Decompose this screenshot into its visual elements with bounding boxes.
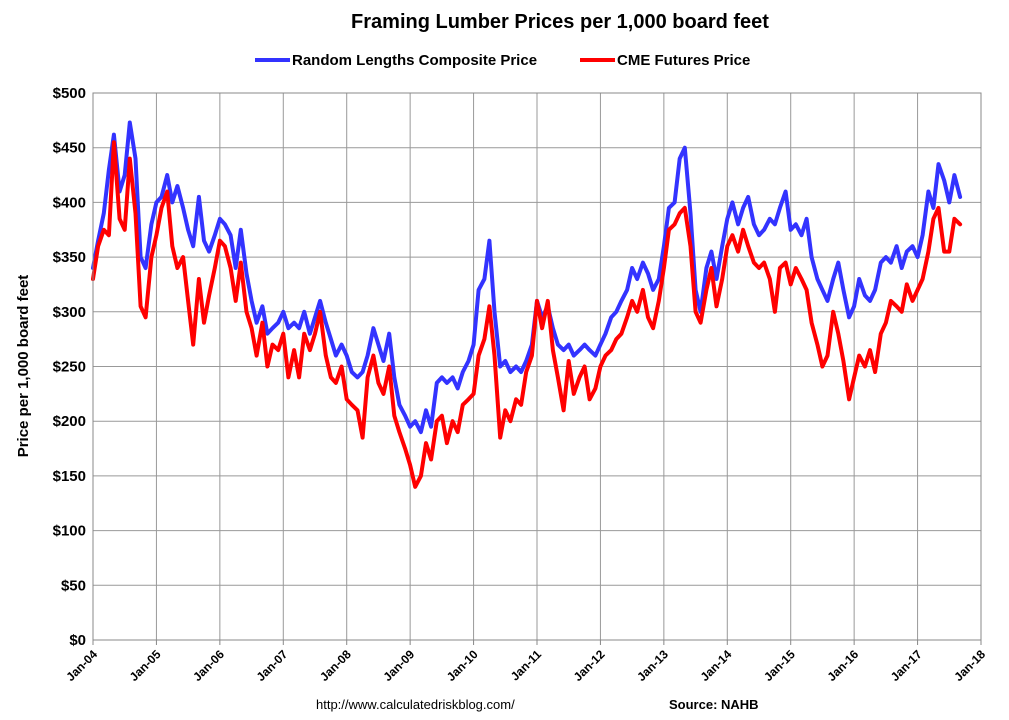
x-tick-label: Jan-04: [63, 647, 100, 684]
legend-label-cme-futures: CME Futures Price: [617, 52, 750, 69]
series-line-random-lengths: [91, 120, 963, 435]
x-tick-label: Jan-17: [888, 647, 925, 684]
y-tick-label: $100: [53, 523, 86, 540]
y-axis-label: Price per 1,000 board feet: [15, 275, 32, 458]
x-tick-label: Jan-11: [508, 647, 545, 684]
y-tick-label: $400: [53, 194, 86, 211]
y-tick-label: $300: [53, 304, 86, 321]
y-tick-label: $250: [53, 359, 86, 376]
y-tick-label: $50: [61, 577, 86, 594]
x-tick-label: Jan-08: [317, 647, 354, 684]
series-line-cme-futures: [91, 140, 963, 489]
x-tick-label: Jan-15: [761, 647, 798, 684]
y-tick-label: $450: [53, 140, 86, 157]
grid: [92, 92, 982, 641]
x-tick-label: Jan-05: [127, 647, 164, 684]
legend-label-random-lengths: Random Lengths Composite Price: [292, 52, 537, 69]
x-tick-label: Jan-09: [380, 647, 417, 684]
footer-source: Source: NAHB: [669, 697, 759, 712]
y-tick-label: $0: [69, 632, 86, 649]
x-axis-ticks: Jan-04 Jan-05 Jan-06 Jan-07 Jan-08 Jan-09 Jan-…: [63, 640, 988, 684]
x-tick-label: Jan-07: [254, 647, 291, 684]
y-tick-label: $350: [53, 249, 86, 266]
x-tick-label: Jan-06: [190, 647, 227, 684]
x-tick-label: Jan-18: [951, 647, 988, 684]
x-tick-label: Jan-12: [571, 647, 608, 684]
legend: Random Lengths Composite Price CME Futur…: [255, 52, 750, 69]
x-tick-label: Jan-14: [698, 647, 735, 684]
y-tick-label: $500: [53, 85, 86, 102]
chart-title: Framing Lumber Prices per 1,000 board fe…: [351, 11, 769, 33]
y-tick-label: $200: [53, 413, 86, 430]
x-tick-label: Jan-13: [634, 647, 671, 684]
y-axis-ticks: $0 $50 $100 $150 $200 $250 $300 $350 $400 $450 $50…: [53, 85, 86, 649]
plot-area-border: [92, 92, 982, 641]
x-tick-label: Jan-16: [824, 647, 861, 684]
x-tick-label: Jan-10: [444, 647, 481, 684]
series-lines: [91, 120, 963, 489]
footer-url: http://www.calculatedriskblog.com/: [316, 697, 515, 712]
y-tick-label: $150: [53, 468, 86, 485]
